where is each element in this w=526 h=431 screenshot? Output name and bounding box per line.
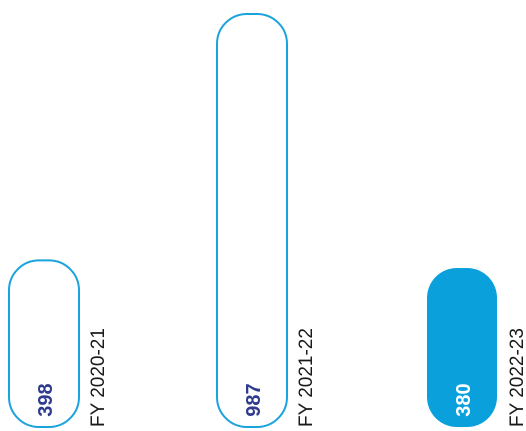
- bar-2: [216, 12, 288, 429]
- category-label-2: FY 2021-22: [296, 328, 317, 427]
- bar-1: [8, 259, 80, 429]
- category-label-3: FY 2022-23: [507, 328, 526, 427]
- value-label-2: 987: [243, 383, 265, 416]
- value-label-3: 380: [453, 383, 475, 416]
- category-label-1: FY 2020-21: [88, 328, 109, 427]
- bar-3: [427, 267, 497, 427]
- value-label-1: 398: [35, 383, 57, 416]
